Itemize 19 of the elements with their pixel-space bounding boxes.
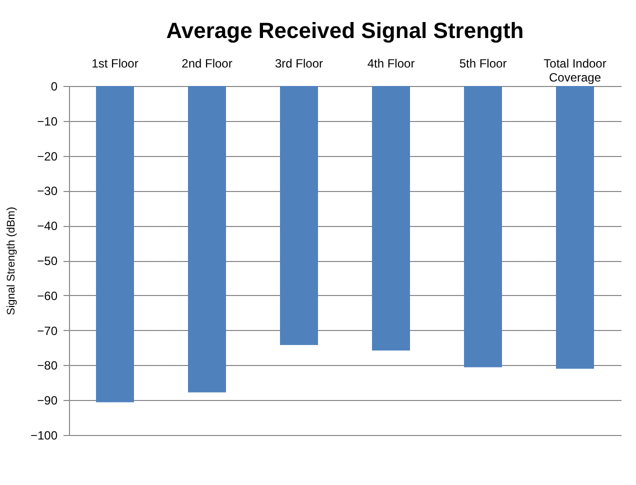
- y-tick-label: −60: [37, 288, 58, 303]
- y-tick-label: −90: [37, 394, 58, 408]
- y-tick-label: −50: [37, 254, 58, 268]
- x-tick-label: 4th Floor: [367, 56, 415, 70]
- y-tick-label: −30: [37, 184, 58, 198]
- y-tick-label: −10: [37, 114, 58, 128]
- y-axis-title: Signal Strength (dBm): [5, 206, 18, 316]
- x-tick-label: 5th Floor: [459, 56, 507, 70]
- x-tick-label: 2nd Floor: [182, 56, 232, 70]
- x-tick-label: 1st Floor: [92, 56, 138, 70]
- y-tick-label: 0: [50, 80, 58, 94]
- x-tick-label: 3rd Floor: [274, 56, 324, 70]
- y-tick-label: −70: [37, 324, 58, 338]
- y-tick-label: −100: [30, 428, 58, 442]
- y-tick-label: −20: [37, 149, 58, 164]
- y-tick-label: −80: [37, 358, 58, 373]
- y-tick-label: −40: [37, 219, 58, 234]
- chart-title: Average Received Signal Strength: [166, 18, 524, 43]
- x-tick-label: Total Indoor Coverage: [544, 56, 606, 84]
